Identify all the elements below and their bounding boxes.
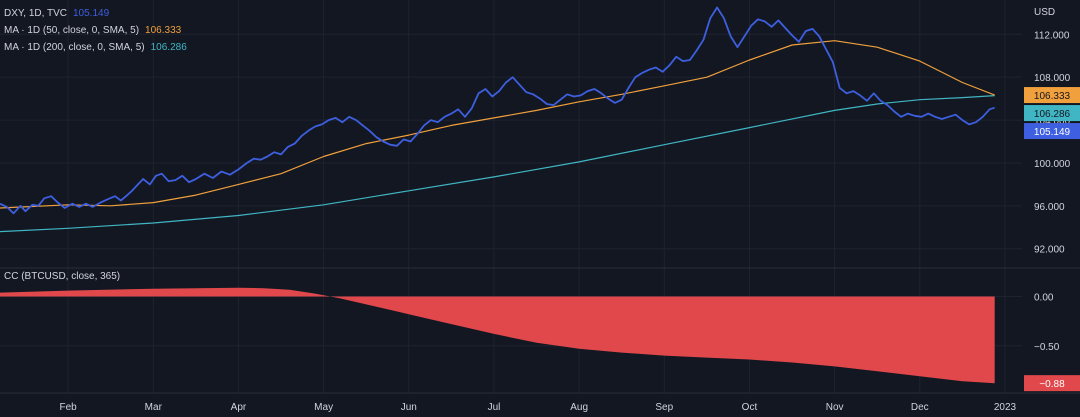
axes: Feb Mar Apr May Jun Jul Aug Sep Oct Nov Dec 2023 92.…	[0, 30, 1080, 413]
x-tick-label: Oct	[742, 402, 758, 413]
x-tick-label: Jul	[488, 402, 501, 413]
ma50-price-badge	[1024, 87, 1080, 104]
cc-y-tick-label: −0.50	[1034, 342, 1060, 353]
cc-value-badge	[1024, 375, 1080, 392]
grid-lines	[0, 0, 1022, 393]
dxy-legend[interactable]: DXY, 1D, TVC 105.149	[4, 8, 110, 19]
price-y-tick-label: 96.000	[1034, 202, 1065, 213]
x-tick-label: 2023	[994, 402, 1017, 413]
x-tick-label: Sep	[655, 402, 673, 413]
cc-y-tick-label: 0.00	[1034, 293, 1054, 304]
x-tick-label: Mar	[145, 402, 163, 413]
price-y-tick-label: 112.000	[1034, 30, 1070, 41]
x-tick-label: Dec	[911, 402, 929, 413]
x-tick-label: Feb	[60, 402, 78, 413]
ma50-legend[interactable]: MA · 1D (50, close, 0, SMA, 5) 106.333	[4, 25, 182, 36]
dxy-price-badge-label: 105.149	[1034, 127, 1071, 138]
ma200-price-badge-label: 106.286	[1034, 109, 1071, 120]
ma50-price-badge-label: 106.333	[1034, 91, 1071, 102]
cc-pane[interactable]	[0, 287, 995, 384]
ma200-line[interactable]	[0, 95, 995, 233]
price-y-tick-label: 104.000	[1034, 116, 1071, 127]
ma200-legend-value: 106.286	[151, 42, 188, 53]
price-y-tick-label: 108.000	[1034, 73, 1071, 84]
ma200-price-badge	[1024, 105, 1080, 122]
x-tick-label: May	[314, 402, 333, 413]
dxy-price-line[interactable]	[0, 6, 995, 215]
cc-value-badge-label: −0.88	[1039, 379, 1065, 390]
svg-text:MA · 1D (50, close, 0, SMA, 5): MA · 1D (50, close, 0, SMA, 5) 106.333	[4, 25, 182, 36]
price-pane[interactable]	[0, 6, 995, 233]
x-tick-label: Nov	[826, 402, 844, 413]
price-y-tick-label: 92.000	[1034, 245, 1065, 256]
cc-legend[interactable]: CC (BTCUSD, close, 365)	[4, 271, 120, 282]
ma50-legend-value: 106.333	[145, 25, 182, 36]
dxy-price-badge	[1024, 123, 1080, 140]
ma50-line[interactable]	[0, 40, 995, 209]
ma200-legend[interactable]: MA · 1D (200, close, 0, SMA, 5) 106.286	[4, 42, 187, 53]
price-badges: 106.333 106.286 105.149 −0.88	[1024, 87, 1080, 392]
x-tick-label: Aug	[570, 402, 588, 413]
cc-area[interactable]	[0, 287, 995, 384]
x-tick-label: Jun	[401, 402, 417, 413]
svg-text:MA · 1D (200, close, 0, SMA, 5: MA · 1D (200, close, 0, SMA, 5) 106.286	[4, 42, 187, 53]
dxy-legend-title: DXY, 1D, TVC	[4, 8, 67, 19]
x-tick-label: Apr	[231, 402, 247, 413]
price-y-tick-label: 100.000	[1034, 159, 1071, 170]
dxy-legend-value: 105.149	[73, 8, 110, 19]
price-axis-unit: USD	[1034, 7, 1055, 18]
ma200-legend-title: MA · 1D (200, close, 0, SMA, 5)	[4, 42, 145, 53]
ma50-legend-title: MA · 1D (50, close, 0, SMA, 5)	[4, 25, 139, 36]
